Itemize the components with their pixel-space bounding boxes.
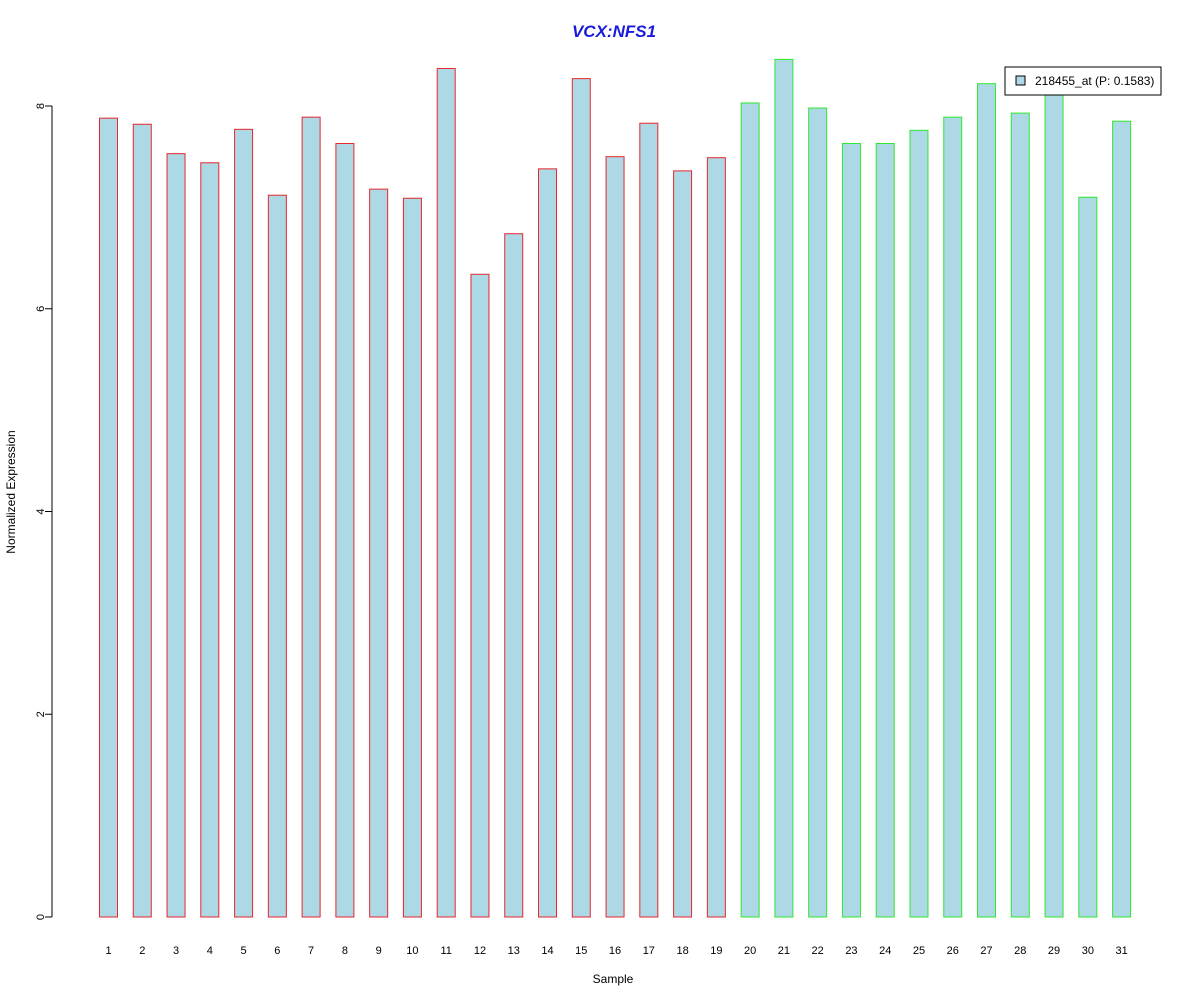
- bar-sample-2: [132, 123, 152, 918]
- x-tick-label: 3: [173, 945, 179, 957]
- x-tick-label: 16: [609, 945, 621, 957]
- bar-sample-30: [1078, 196, 1098, 918]
- x-tick-label: 25: [913, 945, 925, 957]
- bar-sample-16: [605, 156, 625, 918]
- y-tick-label: 8: [35, 103, 47, 109]
- bar-sample-7: [301, 116, 321, 918]
- bar-sample-12: [470, 273, 490, 918]
- x-tick-label: 15: [575, 945, 587, 957]
- x-tick-label: 27: [980, 945, 992, 957]
- y-tick-label: 0: [35, 914, 47, 920]
- bar-sample-28: [1010, 112, 1030, 918]
- x-tick-label: 12: [474, 945, 486, 957]
- x-tick-label: 17: [643, 945, 655, 957]
- bar-sample-5: [234, 128, 254, 918]
- x-tick-label: 22: [812, 945, 824, 957]
- legend-label: 218455_at (P: 0.1583): [1035, 74, 1154, 88]
- bar-sample-23: [841, 143, 861, 918]
- x-axis-label: Sample: [593, 972, 634, 986]
- x-tick-label: 4: [207, 945, 213, 957]
- x-tick-label: 14: [541, 945, 553, 957]
- bar-sample-6: [267, 194, 287, 918]
- bar-sample-14: [538, 168, 558, 918]
- bar-sample-24: [875, 143, 895, 918]
- legend-box: [1004, 66, 1162, 96]
- y-tick-label: 4: [35, 508, 47, 514]
- bar-sample-11: [436, 67, 456, 918]
- bar-sample-19: [706, 157, 726, 918]
- x-tick-label: 10: [406, 945, 418, 957]
- bar-sample-13: [504, 233, 524, 918]
- x-tick-label: 5: [241, 945, 247, 957]
- bar-sample-1: [99, 117, 118, 918]
- bar-sample-21: [774, 58, 794, 918]
- x-tick-label: 20: [744, 945, 756, 957]
- bar-sample-22: [808, 107, 828, 918]
- bar-sample-26: [943, 116, 963, 918]
- x-tick-label: 30: [1082, 945, 1094, 957]
- x-tick-label: 29: [1048, 945, 1060, 957]
- bar-sample-20: [740, 102, 760, 918]
- x-tick-label: 2: [139, 945, 145, 957]
- bar-sample-10: [402, 197, 422, 918]
- bar-sample-9: [369, 188, 389, 918]
- x-tick-label: 26: [947, 945, 959, 957]
- x-tick-label: 8: [342, 945, 348, 957]
- legend-swatch: [1015, 75, 1026, 86]
- x-tick-label: 31: [1115, 945, 1127, 957]
- x-tick-label: 19: [710, 945, 722, 957]
- bar-sample-4: [200, 162, 220, 918]
- x-tick-label: 9: [376, 945, 382, 957]
- chart-title: VCX:NFS1: [572, 22, 656, 41]
- x-tick-label: 7: [308, 945, 314, 957]
- x-tick-labels: 1 2 3 4 5 6 7 8 9 10 11 12 13 14 15 16 17 18 19 20 21 22 23 24 2…: [105, 945, 1127, 957]
- bars-group: [99, 58, 1132, 918]
- bar-sample-17: [639, 122, 659, 918]
- y-tick-label: 2: [35, 711, 47, 717]
- bar-sample-27: [977, 83, 997, 918]
- bar-sample-8: [335, 143, 355, 918]
- x-tick-label: 24: [879, 945, 891, 957]
- x-tick-label: 18: [676, 945, 688, 957]
- x-tick-label: 21: [778, 945, 790, 957]
- x-tick-label: 13: [508, 945, 520, 957]
- y-axis-label: Normalized Expression: [4, 430, 18, 553]
- x-tick-label: 6: [274, 945, 280, 957]
- legend: 218455_at (P: 0.1583): [1004, 66, 1162, 96]
- x-tick-label: 1: [105, 945, 111, 957]
- y-tick-label: 6: [35, 306, 47, 312]
- bar-sample-31: [1112, 120, 1132, 918]
- x-tick-label: 23: [845, 945, 857, 957]
- x-tick-label: 28: [1014, 945, 1026, 957]
- y-axis: 0 2 4 6 8: [35, 103, 53, 920]
- bar-sample-15: [571, 78, 591, 918]
- bar-sample-25: [909, 129, 929, 918]
- bar-sample-29: [1044, 93, 1064, 918]
- bar-sample-18: [673, 170, 693, 918]
- x-tick-label: 11: [440, 945, 451, 957]
- bar-sample-3: [166, 153, 186, 918]
